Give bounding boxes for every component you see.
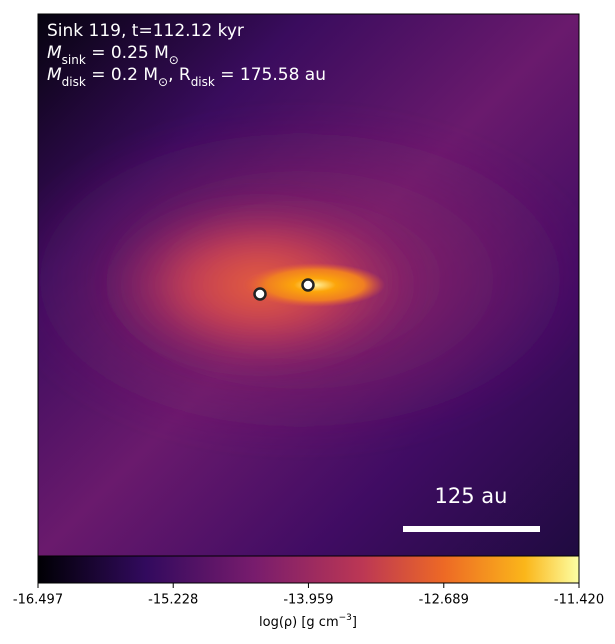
- colorbar-label: log(ρ) [g cm−3]: [259, 613, 357, 630]
- tick-label: -13.959: [283, 593, 333, 608]
- sink-particle: [301, 278, 315, 292]
- annotation: Mdisk = 0.2 M⊙, Rdisk = 175.58 au: [47, 65, 326, 89]
- colorbar: [37, 555, 580, 584]
- colorbar-axis: -16.497 -15.228 -13.959 -12.689 -11.420 log(ρ…: [13, 583, 604, 630]
- label-part: log(ρ) [g cm: [259, 615, 339, 630]
- subscript: sink: [62, 53, 86, 67]
- label-part: ]: [352, 615, 357, 630]
- sink-particle: [253, 287, 267, 301]
- subscript: ⊙: [158, 75, 168, 89]
- subscript: disk: [62, 75, 86, 89]
- annotation-part: M: [47, 43, 62, 63]
- annotation-part: = 0.25 M: [86, 43, 169, 63]
- annotation-part: Sink 119, t=112.12 kyr: [47, 21, 244, 41]
- annotation: Msink = 0.25 M⊙: [47, 43, 179, 67]
- superscript: −3: [339, 613, 352, 623]
- tick-label: -12.689: [419, 593, 469, 608]
- annotation-part: = 0.2 M: [86, 65, 158, 85]
- scale-bar-label: 125 au: [435, 484, 508, 508]
- subscript: disk: [191, 75, 215, 89]
- annotation-part: M: [47, 65, 62, 85]
- annotation: Sink 119, t=112.12 kyr: [47, 21, 244, 41]
- tick-label: -11.420: [554, 593, 604, 608]
- density-map: 125 au: [38, 14, 579, 556]
- annotation-part: = 175.58 au: [215, 65, 326, 85]
- scale-bar: [403, 526, 540, 532]
- tick-label: -15.228: [148, 593, 198, 608]
- subscript: ⊙: [169, 53, 179, 67]
- tick-label: -16.497: [13, 593, 63, 608]
- annotation-part: , R: [168, 65, 191, 85]
